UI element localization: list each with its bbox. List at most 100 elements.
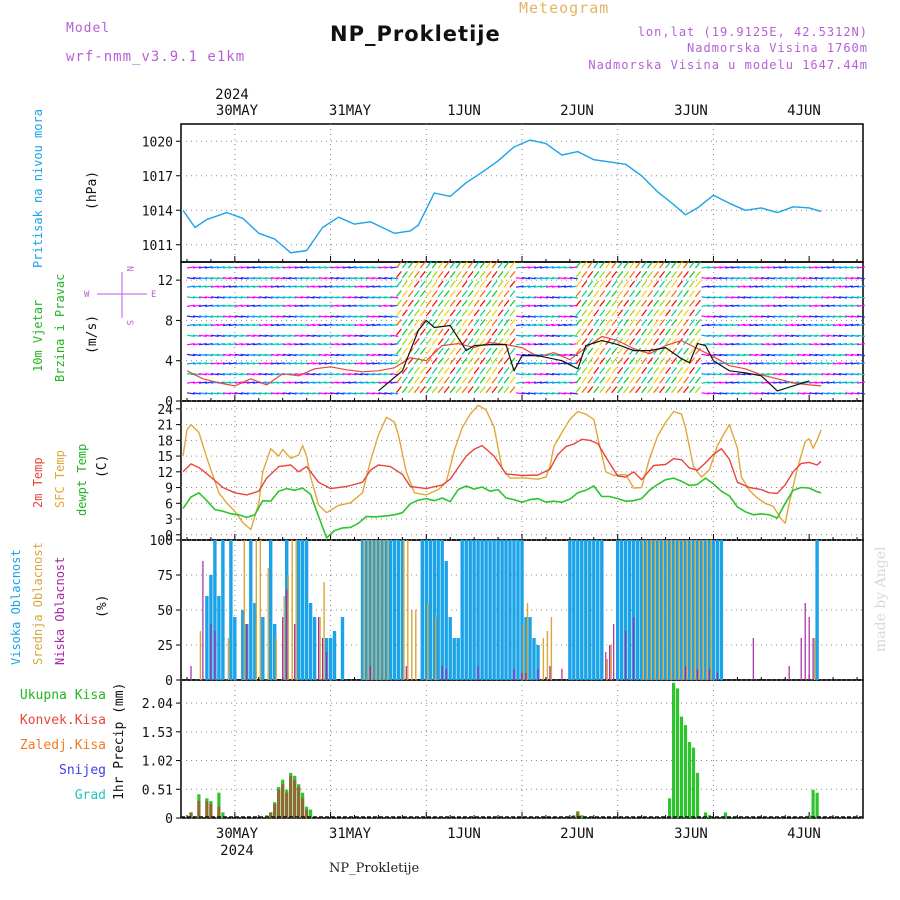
wind-arrow bbox=[467, 366, 474, 374]
wind-arrow bbox=[473, 376, 480, 384]
wind-arrow bbox=[204, 353, 213, 357]
wind-arrow bbox=[761, 323, 770, 327]
wind-arrow bbox=[653, 270, 660, 278]
wind-arrow bbox=[407, 290, 414, 298]
wind-arrow bbox=[395, 386, 402, 394]
wind-arrow bbox=[378, 315, 387, 318]
wind-arrow bbox=[563, 277, 572, 280]
wind-arrow bbox=[270, 381, 279, 384]
cloud-mid-bar-2 bbox=[243, 540, 245, 680]
wind-arrow bbox=[689, 309, 695, 317]
wind-arrow bbox=[443, 261, 450, 269]
wind-arrow bbox=[413, 299, 420, 307]
precip-conv-bar-1 bbox=[197, 801, 201, 818]
wind-arrow bbox=[832, 373, 842, 376]
wind-arrow bbox=[252, 315, 261, 318]
wind-arrow bbox=[832, 353, 842, 357]
wind-arrow bbox=[503, 299, 510, 307]
wind-arrow bbox=[294, 296, 303, 299]
wind-arrow bbox=[815, 334, 824, 337]
wind-arrow bbox=[725, 381, 734, 384]
wind-arrow bbox=[844, 373, 854, 376]
wind-arrow bbox=[276, 353, 285, 357]
wind-arrow bbox=[485, 270, 492, 278]
wind-arrow bbox=[384, 323, 393, 327]
wind-arrow bbox=[797, 323, 806, 327]
cloud-high-bar-55 bbox=[500, 540, 504, 680]
wind-arrow bbox=[348, 266, 357, 269]
wind-arrow bbox=[234, 392, 243, 395]
wind-arrow bbox=[198, 323, 207, 327]
wind-arrow bbox=[719, 392, 728, 395]
wind-arrow bbox=[384, 362, 393, 365]
wind-arrow bbox=[761, 334, 770, 337]
wind-arrow bbox=[198, 304, 207, 307]
wind-arrow bbox=[557, 266, 566, 269]
wind-arrow bbox=[683, 366, 689, 374]
wind-arrow bbox=[797, 304, 806, 307]
wind-arrow bbox=[659, 366, 666, 374]
wind-arrow bbox=[300, 323, 309, 327]
wind-arrow bbox=[617, 290, 624, 298]
cloud-high-bar-83 bbox=[651, 540, 656, 680]
wind-arrow bbox=[348, 315, 357, 318]
precip-ytick-label-0: 0 bbox=[165, 812, 173, 827]
wind-arrow bbox=[629, 328, 636, 336]
wind-arrow bbox=[282, 304, 291, 307]
wind-arrow bbox=[629, 366, 636, 374]
cloud-mid-bar-49 bbox=[706, 540, 708, 680]
wind-arrow bbox=[707, 362, 716, 365]
wind-arrow bbox=[407, 376, 414, 384]
wind-arrow bbox=[635, 309, 642, 317]
wind-arrow bbox=[401, 261, 408, 269]
wind-arrow bbox=[366, 353, 375, 357]
wind-arrow bbox=[246, 362, 255, 365]
wind-arrow bbox=[695, 338, 701, 346]
wind-arrow bbox=[473, 280, 480, 288]
cloud-low-bar-28 bbox=[696, 668, 699, 680]
wind-arrow bbox=[659, 318, 666, 326]
wind-arrow bbox=[737, 334, 746, 337]
cloud-high-bar-89 bbox=[675, 540, 680, 680]
cloud-mid-bar-6 bbox=[275, 638, 277, 680]
wind-arrow bbox=[461, 376, 468, 384]
wind-arrow bbox=[354, 296, 363, 299]
wind-arrow bbox=[401, 347, 408, 355]
wind-arrow bbox=[623, 357, 630, 365]
wind-arrow bbox=[844, 266, 854, 269]
cloud-low-bar-2 bbox=[210, 624, 212, 680]
precip-ytick-label-4: 2.04 bbox=[142, 697, 173, 712]
wind-arrow bbox=[629, 386, 636, 394]
wind-arrow bbox=[378, 392, 387, 395]
wind-arrow bbox=[473, 338, 480, 346]
wind-arrow bbox=[533, 277, 542, 280]
wind-arrow bbox=[210, 277, 219, 280]
wind-arrow bbox=[773, 266, 782, 269]
wind-arrow bbox=[443, 328, 450, 336]
wind-arrow bbox=[629, 357, 636, 365]
wind-arrow bbox=[838, 353, 848, 357]
wind-arrow bbox=[665, 280, 672, 288]
wind-arrow bbox=[198, 362, 207, 365]
wind-arrow bbox=[761, 343, 770, 346]
wind-arrow bbox=[599, 290, 606, 298]
wind-arrow bbox=[413, 386, 420, 394]
wind-arrow bbox=[629, 261, 636, 269]
wind-arrow bbox=[815, 315, 824, 318]
cloud-mid-bar-28 bbox=[542, 638, 545, 680]
wind-arrow bbox=[222, 277, 231, 280]
wind-arrow bbox=[725, 315, 734, 318]
wind-arrow bbox=[312, 334, 321, 337]
wind-arrow bbox=[294, 285, 303, 288]
wind-arrow bbox=[791, 373, 800, 376]
wind-arrow bbox=[701, 381, 710, 384]
temp-ytick-label-0: 0 bbox=[165, 529, 173, 544]
wind-arrow bbox=[611, 328, 618, 336]
cloud-low-bar-17 bbox=[521, 673, 523, 680]
pressure-ytick-label-2: 1017 bbox=[142, 170, 173, 185]
wind-arrow bbox=[731, 353, 740, 357]
wind-arrow bbox=[605, 328, 612, 336]
wind-arrow bbox=[240, 343, 249, 346]
wind-arrow bbox=[605, 299, 612, 307]
wind-arrow bbox=[419, 386, 426, 394]
